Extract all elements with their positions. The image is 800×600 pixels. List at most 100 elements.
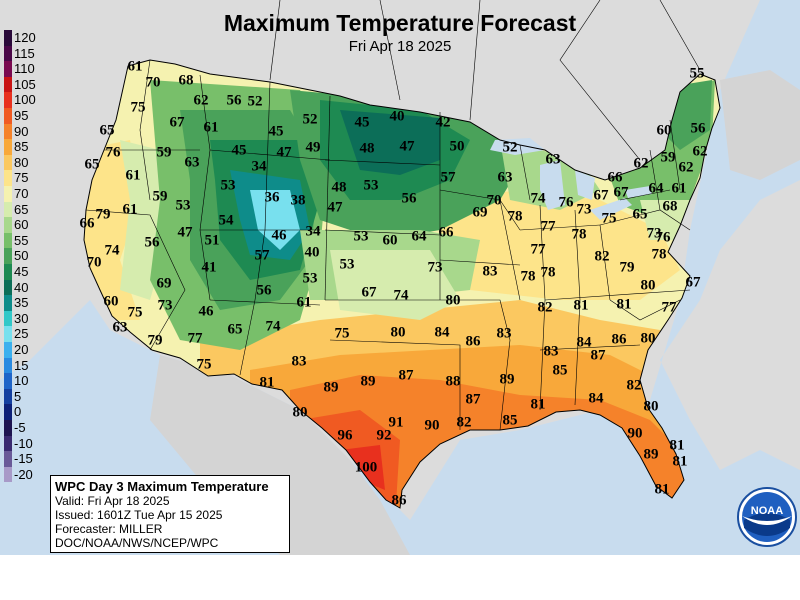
temperature-value: 78 — [540, 264, 556, 281]
temperature-value: 75 — [196, 356, 212, 373]
temperature-value: 86 — [391, 492, 407, 509]
temperature-value: 81 — [573, 297, 589, 314]
legend-swatch — [4, 170, 12, 186]
temperature-value: 74 — [265, 318, 281, 335]
temperature-value: 60 — [656, 122, 672, 139]
temperature-value: 63 — [112, 319, 128, 336]
temperature-value: 64 — [648, 180, 664, 197]
temperature-value: 81 — [259, 374, 275, 391]
legend-label: 75 — [14, 170, 29, 186]
info-issued: Issued: 1601Z Tue Apr 15 2025 — [55, 508, 223, 522]
temperature-value: 51 — [204, 232, 220, 249]
legend-swatch — [4, 451, 12, 467]
temperature-value: 57 — [440, 169, 456, 186]
temperature-legend: 120 115 110 105 100 95 90 85 80 75 70 65 60 55 50 45 40 3… — [0, 30, 50, 540]
forecast-info-box: WPC Day 3 Maximum Temperature Valid: Fri… — [50, 475, 290, 553]
temperature-value: 65 — [99, 122, 115, 139]
legend-label: 10 — [14, 373, 29, 389]
info-valid: Valid: Fri Apr 18 2025 — [55, 494, 170, 508]
temperature-value: 53 — [175, 197, 191, 214]
legend-label: 105 — [14, 76, 36, 92]
map-date: Fri Apr 18 2025 — [348, 38, 452, 55]
temperature-value: 53 — [339, 256, 355, 273]
temperature-value: 100 — [354, 459, 378, 476]
temperature-value: 53 — [220, 177, 236, 194]
legend-swatch — [4, 30, 12, 46]
legend-label: 30 — [14, 310, 29, 326]
temperature-value: 45 — [231, 142, 247, 159]
temperature-value: 86 — [611, 331, 627, 348]
legend-swatch — [4, 404, 12, 420]
legend-swatch — [4, 45, 12, 62]
temperature-value: 64 — [411, 228, 427, 245]
temperature-value: 48 — [331, 179, 347, 196]
legend-label: 90 — [14, 123, 29, 139]
temperature-value: 61 — [127, 58, 143, 75]
temperature-value: 68 — [662, 198, 678, 215]
temperature-value: 83 — [482, 263, 498, 280]
temperature-value: 78 — [571, 226, 587, 243]
legend-swatch — [4, 295, 12, 311]
temperature-value: 61 — [671, 180, 687, 197]
legend-swatch — [4, 232, 12, 249]
temperature-value: 66 — [438, 224, 454, 241]
temperature-value: 89 — [499, 371, 515, 388]
temperature-value: 55 — [689, 65, 705, 82]
legend-swatch — [4, 186, 12, 202]
temperature-value: 40 — [389, 108, 405, 125]
temperature-value: 75 — [127, 304, 143, 321]
temperature-value: 77 — [540, 218, 556, 235]
temperature-value: 89 — [360, 373, 376, 390]
temperature-value: 85 — [552, 362, 568, 379]
temperature-value: 67 — [613, 184, 629, 201]
temperature-value: 80 — [640, 330, 656, 347]
temperature-value: 61 — [122, 201, 138, 218]
legend-label: 85 — [14, 139, 29, 155]
temperature-value: 52 — [502, 139, 518, 156]
temperature-value: 47 — [399, 138, 415, 155]
noaa-logo-icon: NOAA — [737, 487, 797, 547]
legend-label: 95 — [14, 108, 29, 123]
temperature-value: 89 — [643, 446, 659, 463]
temperature-value: 73 — [157, 297, 173, 314]
legend-label: -20 — [14, 466, 33, 482]
legend-swatch — [4, 466, 12, 483]
temperature-value: 70 — [86, 254, 102, 271]
temperature-value: 90 — [424, 417, 440, 434]
temperature-value: 34 — [251, 158, 267, 175]
legend-swatch — [4, 154, 12, 171]
temperature-value: 81 — [672, 453, 688, 470]
legend-label: -15 — [14, 451, 33, 467]
temperature-value: 48 — [359, 140, 375, 157]
temperature-value: 78 — [520, 268, 536, 285]
temperature-value: 81 — [669, 437, 685, 454]
temperature-value: 78 — [651, 246, 667, 263]
temperature-value: 67 — [593, 187, 609, 204]
temperature-value: 81 — [616, 296, 632, 313]
temperature-value: 75 — [601, 210, 617, 227]
temperature-value: 80 — [390, 324, 406, 341]
legend-swatch — [4, 264, 12, 280]
temperature-value: 82 — [537, 299, 553, 316]
legend-label: 65 — [14, 201, 29, 217]
temperature-value: 73 — [576, 201, 592, 218]
legend-swatch — [4, 420, 12, 436]
temperature-value: 53 — [363, 177, 379, 194]
temperature-value: 67 — [361, 284, 377, 301]
temperature-value: 49 — [305, 139, 321, 156]
temperature-value: 78 — [507, 208, 523, 225]
map-title: Maximum Temperature Forecast — [223, 10, 577, 36]
temperature-map — [0, 0, 800, 555]
legend-label: 20 — [14, 342, 29, 357]
legend-swatch — [4, 388, 12, 405]
temperature-value: 62 — [678, 159, 694, 176]
temperature-value: 53 — [353, 228, 369, 245]
legend-label: 110 — [14, 61, 35, 77]
temperature-value: 84 — [434, 324, 450, 341]
temperature-value: 61 — [125, 167, 141, 184]
temperature-value: 47 — [276, 144, 292, 161]
legend-label: 50 — [14, 248, 29, 264]
temperature-value: 84 — [576, 334, 592, 351]
legend-label: 40 — [14, 279, 29, 295]
temperature-value: 59 — [152, 188, 168, 205]
